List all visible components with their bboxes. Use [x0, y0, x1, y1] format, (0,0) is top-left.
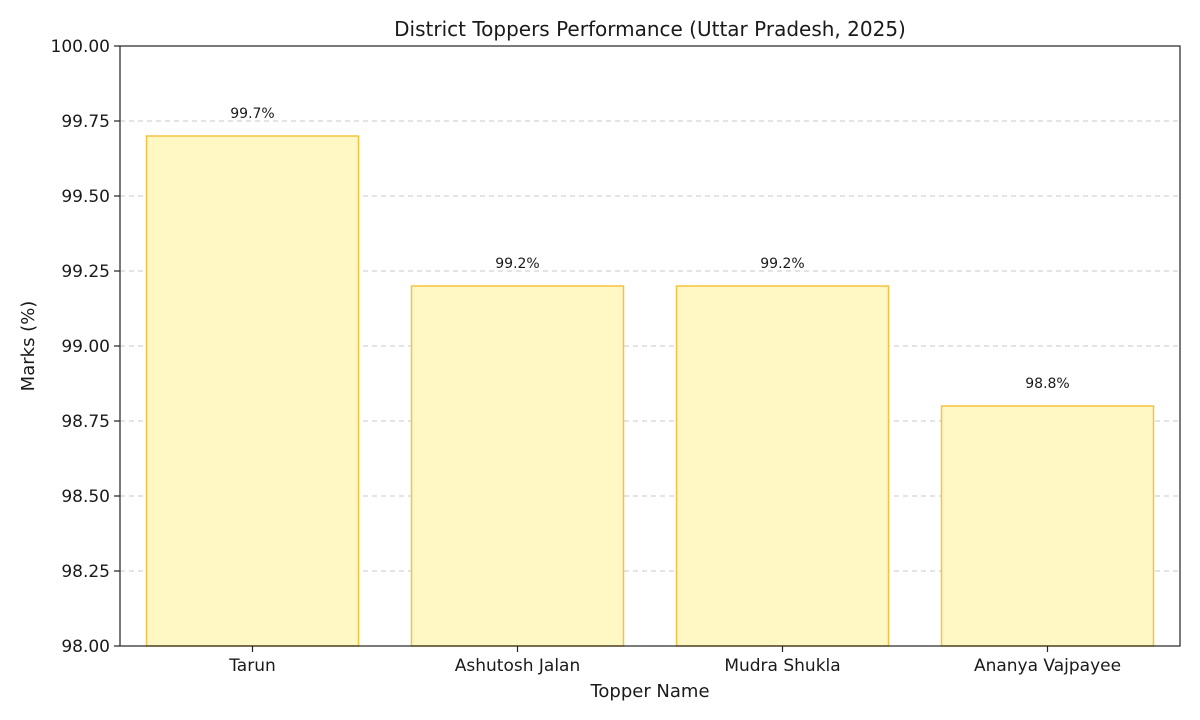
- y-tick-label: 99.50: [61, 187, 110, 207]
- bar: [410, 285, 625, 647]
- bar-value-label: 99.2%: [495, 256, 539, 272]
- x-axis: Tarun Ashutosh Jalan Mudra Shukla Ananya Va…: [228, 646, 1121, 676]
- x-tick-label: Tarun: [228, 656, 276, 676]
- y-tick-label: 99.00: [61, 337, 110, 357]
- y-tick-label: 98.50: [61, 487, 110, 507]
- y-axis-label: Marks (%): [18, 301, 39, 392]
- bar-value-label: 99.7%: [230, 106, 274, 122]
- y-tick-label: 99.75: [61, 112, 110, 132]
- bar: [675, 285, 890, 647]
- y-tick-label: 98.25: [61, 562, 110, 582]
- bar: [145, 135, 360, 647]
- x-tick-label: Ananya Vajpayee: [974, 656, 1121, 676]
- y-tick-label: 98.00: [61, 637, 110, 657]
- y-tick-label: 99.25: [61, 262, 110, 282]
- y-axis: 98.00 98.25 98.50 98.75 99.00 99.25 99.50 99.75…: [51, 37, 120, 657]
- bar-layer: [145, 135, 1155, 647]
- x-axis-label: Topper Name: [589, 681, 709, 702]
- bar-value-label: 98.8%: [1025, 376, 1069, 392]
- y-tick-label: 98.75: [61, 412, 110, 432]
- x-tick-label: Mudra Shukla: [724, 656, 840, 676]
- chart-title: District Toppers Performance (Uttar Prad…: [394, 17, 906, 41]
- data-label-layer: 99.7% 99.2% 99.2% 98.8%: [230, 106, 1069, 392]
- y-tick-label: 100.00: [51, 37, 110, 57]
- x-tick-label: Ashutosh Jalan: [455, 656, 580, 676]
- bar-value-label: 99.2%: [760, 256, 804, 272]
- bar: [940, 405, 1155, 647]
